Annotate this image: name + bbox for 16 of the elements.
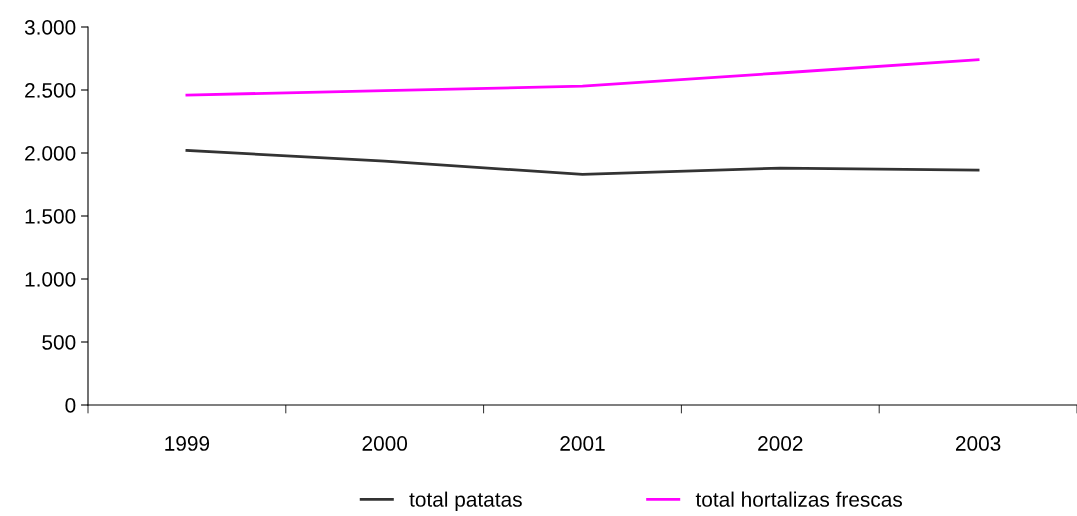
y-tick-label: 1.000	[25, 272, 76, 287]
line-series	[185, 149, 980, 176]
x-tick-label: 2000	[362, 436, 408, 451]
y-tick-label: 2.000	[25, 146, 76, 161]
legend-label: total patatas	[409, 491, 522, 511]
legend-label: total hortalizas frescas	[695, 491, 902, 507]
y-tick-label: 2.500	[25, 83, 76, 98]
y-tick-label: 500	[42, 335, 76, 350]
y-tick-label: 3.000	[24, 20, 76, 35]
y-tick-label: 1.500	[25, 209, 76, 224]
x-tick-label: 2001	[560, 436, 605, 451]
y-tick-label: 0	[65, 398, 76, 413]
x-tick-label: 1999	[165, 436, 210, 451]
line-series	[185, 58, 980, 97]
x-tick-label: 2003	[955, 436, 1001, 451]
x-tick-label: 2002	[758, 436, 803, 451]
